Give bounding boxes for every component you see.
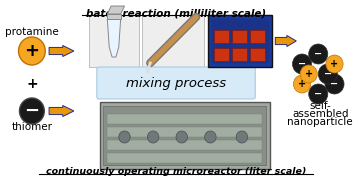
Circle shape: [294, 75, 311, 93]
FancyBboxPatch shape: [211, 19, 268, 63]
FancyBboxPatch shape: [232, 48, 247, 61]
Text: −: −: [314, 89, 322, 99]
Circle shape: [19, 98, 44, 124]
Text: nanoparticle: nanoparticle: [287, 117, 353, 127]
FancyBboxPatch shape: [208, 15, 272, 67]
Text: assembled: assembled: [292, 109, 348, 119]
FancyBboxPatch shape: [97, 67, 255, 99]
Text: −: −: [24, 102, 39, 120]
Text: −: −: [330, 79, 339, 89]
Circle shape: [318, 64, 337, 84]
FancyBboxPatch shape: [103, 106, 266, 165]
Circle shape: [326, 55, 343, 73]
Circle shape: [176, 131, 188, 143]
FancyBboxPatch shape: [89, 15, 139, 67]
FancyBboxPatch shape: [107, 140, 262, 150]
Text: continuously operating microreactor (liter scale): continuously operating microreactor (lit…: [46, 167, 306, 176]
Text: batch reaction (milliliter scale): batch reaction (milliliter scale): [86, 8, 266, 18]
Text: protamine: protamine: [5, 27, 59, 37]
Text: +: +: [330, 59, 339, 69]
FancyBboxPatch shape: [214, 30, 228, 43]
Text: +: +: [26, 77, 38, 91]
Text: +: +: [305, 69, 313, 79]
Circle shape: [19, 37, 45, 65]
FancyBboxPatch shape: [142, 15, 204, 67]
Text: self-: self-: [309, 101, 331, 111]
Circle shape: [236, 131, 248, 143]
Polygon shape: [275, 36, 296, 46]
Circle shape: [325, 74, 344, 94]
FancyBboxPatch shape: [232, 30, 247, 43]
Circle shape: [119, 131, 130, 143]
FancyBboxPatch shape: [251, 48, 265, 61]
FancyBboxPatch shape: [107, 153, 262, 163]
Text: +: +: [24, 42, 39, 60]
Polygon shape: [49, 46, 74, 57]
FancyBboxPatch shape: [107, 127, 262, 137]
Text: −: −: [298, 59, 306, 69]
Circle shape: [205, 131, 216, 143]
Polygon shape: [107, 6, 125, 14]
Polygon shape: [107, 14, 121, 19]
Circle shape: [309, 44, 328, 64]
Text: −: −: [324, 69, 332, 79]
Text: +: +: [298, 79, 306, 89]
Text: thiomer: thiomer: [11, 122, 52, 132]
Polygon shape: [49, 105, 74, 117]
Text: mixing process: mixing process: [126, 77, 226, 90]
FancyBboxPatch shape: [214, 48, 228, 61]
Circle shape: [300, 65, 317, 83]
Circle shape: [292, 54, 311, 74]
FancyBboxPatch shape: [251, 30, 265, 43]
Circle shape: [147, 131, 159, 143]
FancyBboxPatch shape: [107, 114, 262, 124]
Text: −: −: [314, 49, 322, 59]
Circle shape: [309, 84, 328, 104]
Polygon shape: [107, 19, 121, 57]
FancyBboxPatch shape: [100, 102, 270, 169]
